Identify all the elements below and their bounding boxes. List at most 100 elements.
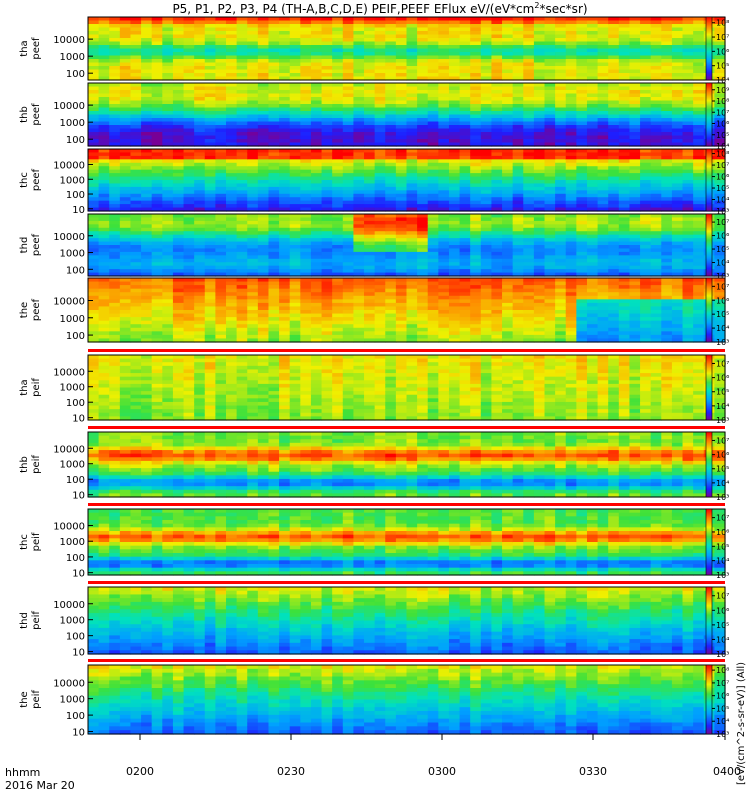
heatmap-cell [194, 111, 206, 116]
heatmap-cell [491, 169, 503, 174]
heatmap-cell [640, 152, 652, 157]
heatmap-cell [565, 272, 577, 277]
heatmap-cell [533, 149, 546, 154]
heatmap-cell [247, 90, 259, 95]
heatmap-cell [544, 220, 556, 225]
heatmap-cell [279, 217, 291, 222]
heatmap-cell [279, 55, 291, 60]
heatmap-cell [364, 186, 376, 191]
heatmap-cell [597, 152, 609, 157]
heatmap-cell [310, 159, 323, 164]
heatmap-cell [172, 193, 185, 198]
heatmap-cell [257, 317, 270, 322]
heatmap-cell [555, 139, 567, 144]
heatmap-cell [502, 258, 514, 263]
heatmap-cell [109, 149, 121, 154]
heatmap-cell [162, 255, 174, 260]
y-tick-label: 10 [72, 205, 85, 216]
heatmap-cell [342, 183, 355, 188]
heatmap-cell [682, 20, 694, 25]
heatmap-cell [459, 20, 471, 25]
heatmap-cell [300, 135, 312, 140]
heatmap-cell [226, 190, 238, 195]
heatmap-cell [682, 272, 694, 277]
heatmap-cell [512, 17, 524, 22]
heatmap-cell [480, 190, 493, 195]
heatmap-cell [714, 97, 726, 102]
heatmap-cell [374, 135, 386, 140]
heatmap-cell [98, 69, 110, 74]
heatmap-cell [576, 214, 588, 219]
heatmap-cell [576, 17, 588, 22]
heatmap-cell [236, 190, 248, 195]
heatmap-cell [374, 302, 386, 308]
heatmap-cell [183, 255, 195, 260]
heatmap-cell [608, 135, 620, 140]
heatmap-cell [194, 83, 206, 88]
heatmap-cell [88, 83, 100, 88]
heatmap-cell [608, 272, 620, 277]
heatmap-cell [470, 17, 482, 22]
heatmap-cell [98, 231, 110, 236]
heatmap-cell [342, 69, 355, 74]
colorbar-tick-label: 10⁵ [716, 62, 729, 71]
heatmap-cell [172, 139, 185, 144]
heatmap-cell [172, 292, 185, 297]
heatmap-cell [555, 97, 567, 102]
heatmap-cell [395, 20, 408, 25]
heatmap-cell [597, 59, 609, 64]
heatmap-cell [279, 200, 291, 205]
heatmap-cell [374, 139, 386, 144]
heatmap-cell [119, 41, 132, 46]
heatmap-cell [247, 62, 259, 67]
heatmap-cell [88, 41, 100, 46]
heatmap-cell [693, 73, 705, 78]
heatmap-cell [491, 48, 503, 53]
heatmap-cell [98, 173, 110, 178]
heatmap-cell [289, 255, 301, 260]
heatmap-cell [162, 90, 174, 95]
heatmap-cell [183, 238, 195, 243]
heatmap-cell [119, 224, 132, 229]
heatmap-cell [470, 262, 482, 267]
heatmap-cell [650, 132, 662, 137]
heatmap-cell [650, 66, 662, 71]
heatmap-cell [523, 159, 535, 164]
heatmap-cell [364, 317, 376, 322]
heatmap-cell [141, 292, 153, 297]
heatmap-cell [226, 27, 238, 32]
heatmap-cell [671, 66, 684, 71]
heatmap-cell [459, 111, 471, 116]
heatmap-cell [321, 320, 333, 325]
heatmap-cell [512, 248, 524, 253]
colorbar [705, 16, 713, 81]
heatmap-cell [395, 149, 408, 154]
heatmap-cell [183, 69, 195, 74]
heatmap-cell [629, 255, 641, 260]
heatmap-cell [172, 121, 185, 126]
heatmap-cell [183, 204, 195, 209]
heatmap-cell [671, 214, 684, 219]
heatmap-cell [289, 285, 301, 290]
heatmap-cell [364, 169, 376, 174]
heatmap-cell [406, 173, 418, 178]
heatmap-cell [682, 262, 694, 267]
heatmap-cell [130, 90, 142, 95]
heatmap-cell [576, 52, 588, 57]
panel-label: tha [19, 40, 30, 56]
heatmap-cell [555, 142, 567, 147]
heatmap-cell [332, 176, 344, 181]
heatmap-cell [226, 38, 238, 43]
heatmap-cell [714, 31, 726, 36]
heatmap-cell [491, 93, 503, 98]
heatmap-cell [480, 31, 493, 36]
heatmap-cell [130, 128, 142, 133]
heatmap-cell [215, 173, 227, 178]
heatmap-cell [586, 62, 599, 67]
heatmap-cell [459, 41, 471, 46]
heatmap-cell [321, 234, 333, 239]
heatmap-cell [247, 310, 259, 315]
heatmap-cell [268, 292, 280, 297]
heatmap-cell [289, 55, 301, 60]
heatmap-cell [98, 269, 110, 274]
